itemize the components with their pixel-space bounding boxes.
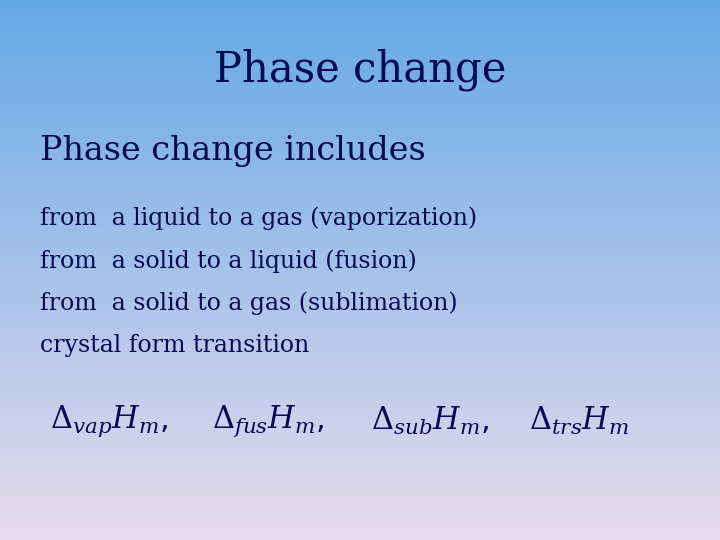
Text: $\Delta_{trs}H_m$: $\Delta_{trs}H_m$ (529, 405, 629, 437)
Text: crystal form transition: crystal form transition (40, 334, 309, 356)
Text: $\Delta_{vap}H_m$,: $\Delta_{vap}H_m$, (50, 403, 168, 439)
Text: Phase change includes: Phase change includes (40, 135, 426, 167)
Text: $\Delta_{fus}H_m$,: $\Delta_{fus}H_m$, (212, 403, 325, 439)
Text: Phase change: Phase change (214, 49, 506, 91)
Text: from  a liquid to a gas (vaporization): from a liquid to a gas (vaporization) (40, 207, 477, 231)
Text: from  a solid to a liquid (fusion): from a solid to a liquid (fusion) (40, 249, 416, 273)
Text: $\Delta_{sub}H_m$,: $\Delta_{sub}H_m$, (371, 405, 489, 437)
Text: from  a solid to a gas (sublimation): from a solid to a gas (sublimation) (40, 291, 457, 315)
